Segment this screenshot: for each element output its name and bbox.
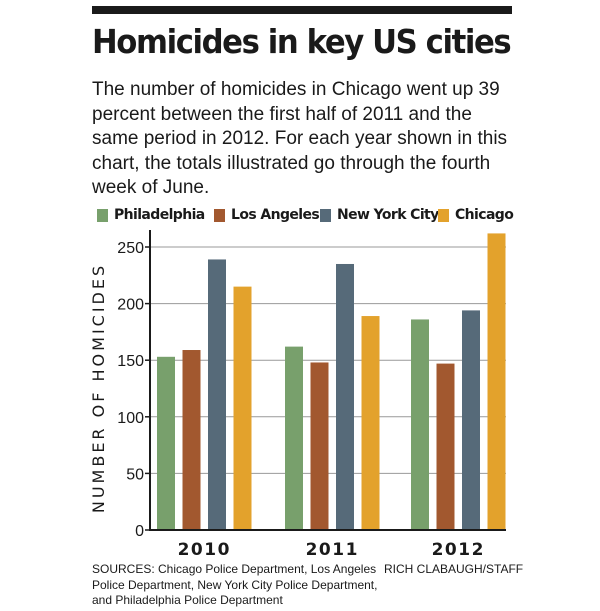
y-tick-label-150: 150 — [117, 353, 144, 370]
x-category-label-2012: 2012 — [432, 540, 485, 560]
y-tick-label-100: 100 — [117, 410, 144, 427]
y-tick-label-200: 200 — [117, 297, 144, 314]
x-category-label-2011: 2011 — [306, 540, 359, 560]
axes: 0 50 100 150 200 250 2010 2011 2012 — [117, 230, 506, 560]
legend-swatch-new-york-city — [320, 208, 331, 222]
y-tick-label-0: 0 — [135, 523, 144, 540]
legend-item-new-york-city: New York City — [320, 207, 439, 223]
y-tick-label-50: 50 — [126, 466, 144, 483]
bar-philadelphia-2012 — [411, 319, 429, 530]
x-category-label-2010: 2010 — [178, 540, 231, 560]
bar-new-york-city-2011 — [336, 263, 354, 530]
legend-item-chicago: Chicago — [438, 207, 514, 223]
legend-item-philadelphia: Philadelphia — [97, 207, 205, 223]
bar-los-angeles-2011 — [310, 362, 329, 530]
bar-philadelphia-2010 — [157, 356, 175, 530]
bar-new-york-city-2012 — [462, 310, 480, 530]
top-rule — [92, 6, 512, 14]
legend-label-los-angeles: Los Angeles — [231, 207, 320, 223]
legend-swatch-philadelphia — [97, 208, 108, 222]
legend-label-philadelphia: Philadelphia — [114, 207, 205, 223]
bar-los-angeles-2012 — [436, 363, 455, 530]
legend-swatch-chicago — [438, 208, 449, 222]
legend-label-chicago: Chicago — [455, 207, 514, 223]
y-tick-label-250: 250 — [117, 240, 144, 257]
bar-chicago-2011 — [361, 316, 380, 530]
chart-title: Homicides in key US cities — [92, 22, 512, 61]
legend-item-los-angeles: Los Angeles — [214, 207, 320, 223]
bar-los-angeles-2010 — [182, 350, 201, 530]
legend-label-new-york-city: New York City — [337, 207, 439, 223]
credit-line: RICH CLABAUGH/STAFF — [384, 562, 524, 576]
bar-new-york-city-2010 — [208, 259, 226, 530]
sources-note: SOURCES: Chicago Police Department, Los … — [92, 562, 378, 607]
bars — [157, 233, 506, 530]
bar-chicago-2012 — [487, 233, 506, 530]
y-axis-label: NUMBER OF HOMICIDES — [89, 263, 108, 513]
bar-philadelphia-2011 — [285, 346, 303, 530]
chart-subtitle: The number of homicides in Chicago went … — [92, 79, 508, 198]
bar-chicago-2010 — [233, 286, 252, 530]
legend-swatch-los-angeles — [214, 208, 225, 222]
